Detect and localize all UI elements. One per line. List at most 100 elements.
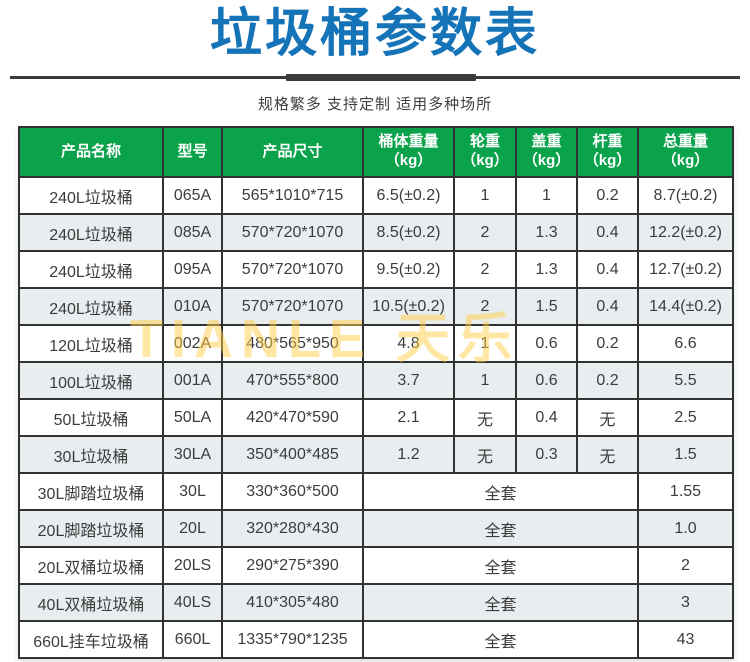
spec-table: 产品名称 型号 产品尺寸 桶体重量 （kg） 轮重 （kg） — [18, 126, 734, 659]
column-header-unit: （kg） — [661, 152, 710, 169]
table-cell: 30LA — [162, 435, 223, 474]
table-cell: 2 — [637, 546, 734, 585]
table-cell: 20L双桶垃圾桶 — [18, 546, 164, 585]
table-cell: 12.7(±0.2) — [637, 250, 734, 289]
table-cell: 290*275*390 — [221, 546, 364, 585]
table-cell: 1 — [453, 324, 517, 363]
column-header-unit: （kg） — [461, 152, 509, 169]
table-cell: 240L垃圾桶 — [18, 287, 164, 326]
table-cell: 1.3 — [515, 250, 578, 289]
table-cell: 1.0 — [637, 509, 734, 548]
table-cell: 2 — [453, 250, 517, 289]
table-cell: 660L — [162, 620, 223, 659]
table-cell: 3 — [637, 583, 734, 622]
table-cell: 0.4 — [515, 398, 578, 437]
table-cell: 1 — [453, 176, 517, 215]
table-cell: 6.6 — [637, 324, 734, 363]
table-row: 660L挂车垃圾桶 660L 1335*790*1235 全套 43 — [18, 620, 734, 659]
table-cell: 8.7(±0.2) — [637, 176, 734, 215]
column-header-body-weight: 桶体重量 （kg） — [362, 126, 455, 178]
table-cell: 43 — [637, 620, 734, 659]
table-cell: 3.7 — [362, 361, 455, 400]
table-cell: 095A — [162, 250, 223, 289]
table-cell: 0.4 — [576, 250, 639, 289]
table-cell: 240L垃圾桶 — [18, 250, 164, 289]
table-cell: 30L — [162, 472, 223, 511]
table-cell: 085A — [162, 213, 223, 252]
table-cell: 1 — [515, 176, 578, 215]
column-header-unit: （kg） — [384, 152, 433, 169]
table-cell: 0.3 — [515, 435, 578, 474]
column-header-size: 产品尺寸 — [221, 126, 364, 178]
column-header-product-name: 产品名称 — [18, 126, 164, 178]
table-cell: 420*470*590 — [221, 398, 364, 437]
column-header-rod-weight: 杆重 （kg） — [576, 126, 639, 178]
page-title: 垃圾桶参数表 — [209, 5, 540, 63]
table-cell: 无 — [576, 398, 639, 437]
column-header-label: 杆重 — [592, 133, 623, 151]
table-cell: 570*720*1070 — [221, 250, 364, 289]
table-cell: 1.2 — [362, 435, 455, 474]
table-row: 240L垃圾桶 010A 570*720*1070 10.5(±0.2) 2 1.5 0.4… — [18, 287, 734, 326]
spec-table-container: TIANLE 天乐 产品名称 型号 产品尺寸 桶体 — [18, 126, 734, 659]
table-cell: 1.5 — [515, 287, 578, 326]
table-cell: 20LS — [162, 546, 223, 585]
table-cell: 1.5 — [637, 435, 734, 474]
table-cell: 全套 — [362, 546, 639, 585]
table-cell: 40L双桶垃圾桶 — [18, 583, 164, 622]
column-header-unit: （kg） — [522, 152, 571, 169]
table-cell: 0.4 — [576, 213, 639, 252]
table-row: 240L垃圾桶 065A 565*1010*715 6.5(±0.2) 1 1 0.2 8.7… — [18, 176, 734, 215]
table-cell: 001A — [162, 361, 223, 400]
table-cell: 0.2 — [576, 361, 639, 400]
table-cell: 20L脚踏垃圾桶 — [18, 509, 164, 548]
table-cell: 全套 — [362, 509, 639, 548]
table-cell: 0.2 — [576, 176, 639, 215]
table-cell: 660L挂车垃圾桶 — [18, 620, 164, 659]
table-row: 240L垃圾桶 085A 570*720*1070 8.5(±0.2) 2 1.3 0.4 1… — [18, 213, 734, 252]
title-divider — [10, 74, 740, 82]
column-header-label: 盖重 — [531, 133, 562, 151]
table-cell: 100L垃圾桶 — [18, 361, 164, 400]
table-cell: 全套 — [362, 583, 639, 622]
table-cell: 570*720*1070 — [221, 287, 364, 326]
table-row: 50L垃圾桶 50LA 420*470*590 2.1 无 0.4 无 2.5 — [18, 398, 734, 437]
table-cell: 0.4 — [576, 287, 639, 326]
table-cell: 010A — [162, 287, 223, 326]
table-cell: 0.2 — [576, 324, 639, 363]
table-cell: 1 — [453, 361, 517, 400]
table-cell: 5.5 — [637, 361, 734, 400]
table-cell: 30L脚踏垃圾桶 — [18, 472, 164, 511]
table-row: 30L垃圾桶 30LA 350*400*485 1.2 无 0.3 无 1.5 — [18, 435, 734, 474]
table-cell: 570*720*1070 — [221, 213, 364, 252]
table-row: 20L双桶垃圾桶 20LS 290*275*390 全套 2 — [18, 546, 734, 585]
table-cell: 565*1010*715 — [221, 176, 364, 215]
table-cell: 20L — [162, 509, 223, 548]
column-header-label: 产品名称 — [60, 142, 121, 160]
column-header-unit: （kg） — [583, 152, 632, 169]
table-cell: 14.4(±0.2) — [637, 287, 734, 326]
table-cell: 350*400*485 — [221, 435, 364, 474]
table-cell: 120L垃圾桶 — [18, 324, 164, 363]
column-header-label: 产品尺寸 — [262, 142, 323, 160]
table-cell: 1.55 — [637, 472, 734, 511]
table-cell: 1.3 — [515, 213, 578, 252]
table-cell: 6.5(±0.2) — [362, 176, 455, 215]
table-row: 20L脚踏垃圾桶 20L 320*280*430 全套 1.0 — [18, 509, 734, 548]
column-header-model: 型号 — [162, 126, 223, 178]
table-cell: 1335*790*1235 — [221, 620, 364, 659]
table-cell: 全套 — [362, 620, 639, 659]
column-header-lid-weight: 盖重 （kg） — [515, 126, 578, 178]
table-cell: 50LA — [162, 398, 223, 437]
table-cell: 50L垃圾桶 — [18, 398, 164, 437]
table-cell: 2 — [453, 213, 517, 252]
table-cell: 410*305*480 — [221, 583, 364, 622]
table-cell: 2.5 — [637, 398, 734, 437]
table-cell: 9.5(±0.2) — [362, 250, 455, 289]
table-cell: 无 — [453, 435, 517, 474]
table-cell: 30L垃圾桶 — [18, 435, 164, 474]
column-header-label: 型号 — [177, 142, 208, 160]
table-cell: 240L垃圾桶 — [18, 176, 164, 215]
table-row: 40L双桶垃圾桶 40LS 410*305*480 全套 3 — [18, 583, 734, 622]
table-cell: 0.6 — [515, 324, 578, 363]
